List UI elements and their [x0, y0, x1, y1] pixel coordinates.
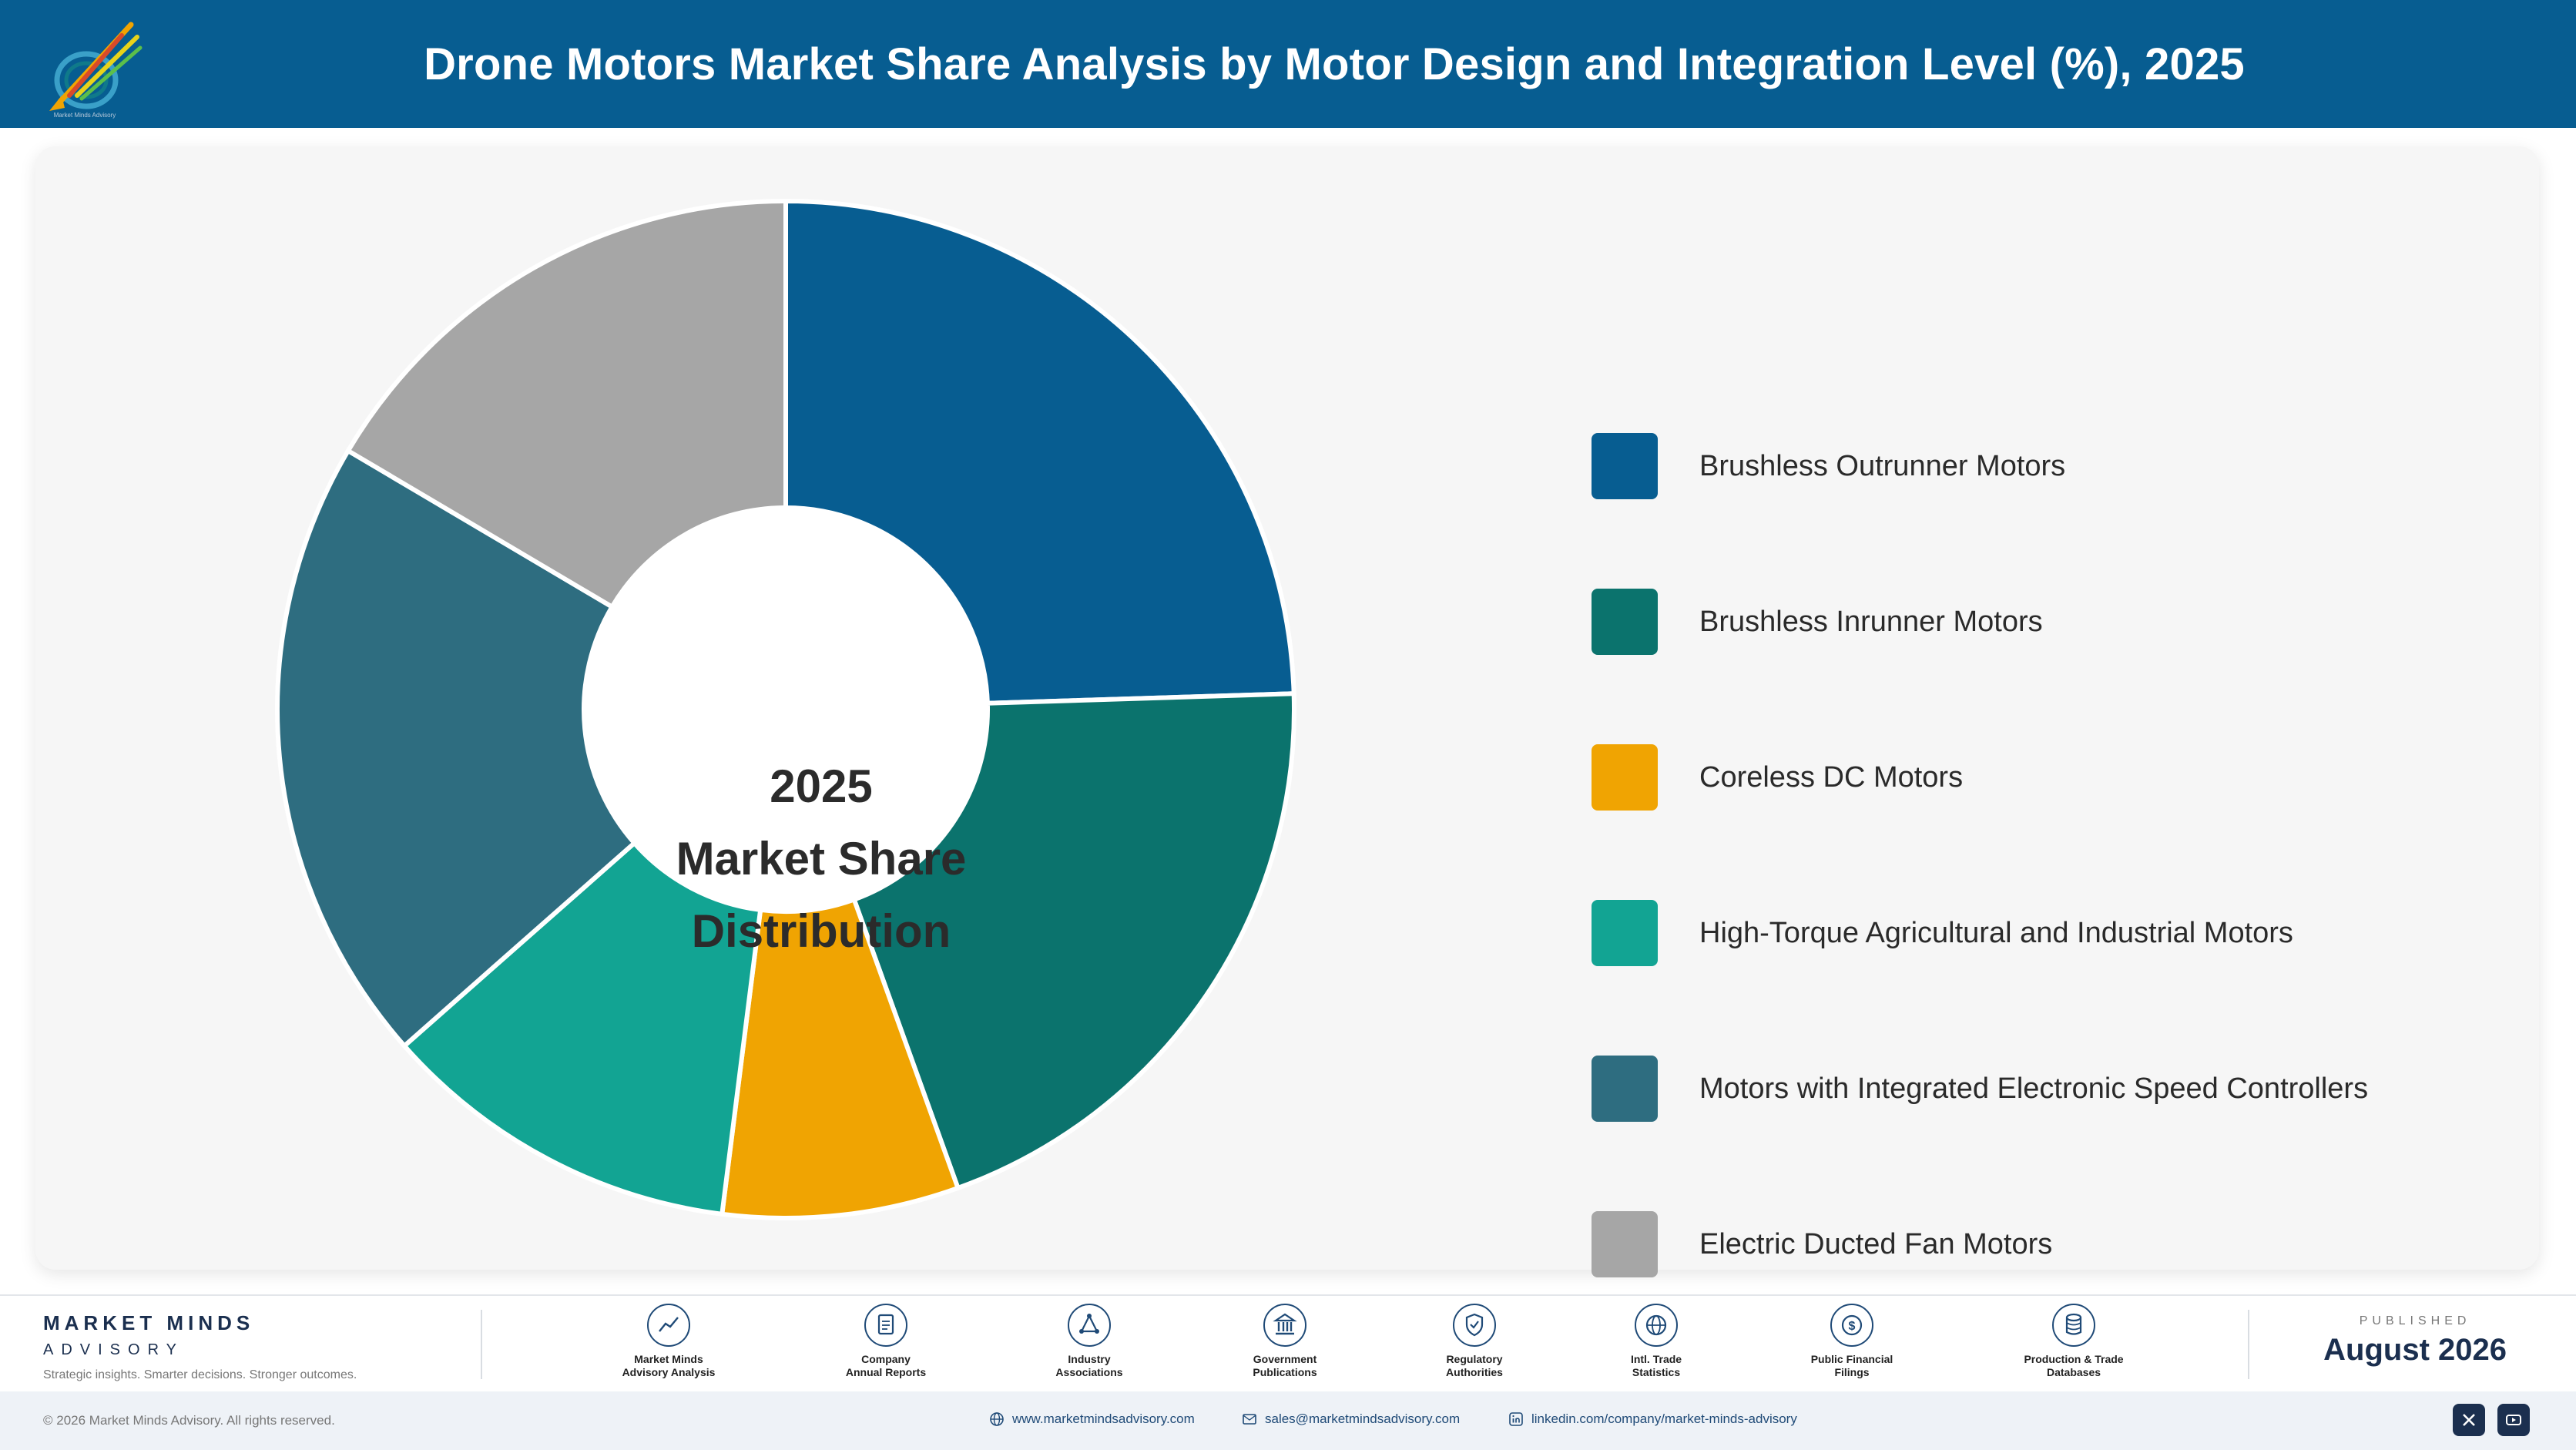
source-label: Production & Trade Databases — [1989, 1353, 2158, 1379]
legend-swatch — [1592, 1211, 1658, 1277]
legend-label: Motors with Integrated Electronic Speed … — [1699, 1072, 2369, 1105]
source-label-line: Industry — [1068, 1353, 1111, 1365]
legend-item: High-Torque Agricultural and Industrial … — [1592, 900, 2516, 966]
company-logo: Market Minds Advisory — [49, 22, 143, 119]
published-block: PUBLISHED August 2026 — [2323, 1314, 2507, 1368]
footer-brand: MARKET MINDS ADVISORY Strategic insights… — [43, 1311, 357, 1382]
legend-swatch — [1592, 433, 1658, 499]
source-label: Government Publications — [1200, 1353, 1370, 1379]
source-label-line: Public Financial — [1810, 1353, 1893, 1365]
brand-name: MARKET MINDS — [43, 1311, 255, 1334]
globe-icon — [1635, 1304, 1678, 1347]
network-icon — [1068, 1304, 1111, 1347]
source-label-line: Market Minds — [634, 1353, 703, 1365]
footer: MARKET MINDS ADVISORY Strategic insights… — [0, 1294, 2576, 1391]
source-label-line: Publications — [1253, 1366, 1317, 1378]
source-label-line: Government — [1253, 1353, 1317, 1365]
center-label-year: 2025 — [770, 760, 873, 812]
source-label-line: Intl. Trade — [1630, 1353, 1682, 1365]
chart-card: 2025 Market Share Distribution Brushless… — [35, 146, 2539, 1277]
legend-swatch — [1592, 1056, 1658, 1122]
source-label: Market Minds Advisory Analysis — [584, 1353, 753, 1379]
linkedin-link[interactable]: linkedin.com/company/market-minds-adviso… — [1508, 1411, 1797, 1427]
dollar-circle-icon: $ — [1830, 1304, 1873, 1347]
center-label-line2: Market Share — [676, 833, 967, 884]
document-icon — [864, 1304, 907, 1347]
legend-swatch — [1592, 589, 1658, 655]
email-text: sales@marketmindsadvisory.com — [1265, 1411, 1461, 1426]
donut-hole — [584, 508, 988, 911]
source-label-line: Statistics — [1632, 1366, 1681, 1378]
center-label-line3: Distribution — [691, 905, 951, 957]
legend-label: Coreless DC Motors — [1699, 760, 1964, 794]
source-label-line: Annual Reports — [845, 1366, 927, 1378]
legend-swatch — [1592, 900, 1658, 966]
legend-label: High-Torque Agricultural and Industrial … — [1699, 916, 2293, 949]
linkedin-text: linkedin.com/company/market-minds-adviso… — [1531, 1411, 1797, 1426]
source-label: Industry Associations — [1005, 1353, 1174, 1379]
source-label-line: Associations — [1055, 1366, 1123, 1378]
legend-item: Motors with Integrated Electronic Speed … — [1592, 1056, 2516, 1122]
page-title: Drone Motors Market Share Analysis by Mo… — [424, 39, 2245, 89]
source-label-line: Production & Trade — [2024, 1353, 2124, 1365]
bottom-bar: © 2026 Market Minds Advisory. All rights… — [0, 1391, 2576, 1450]
source-label: Company Annual Reports — [801, 1353, 971, 1379]
legend-item: Brushless Inrunner Motors — [1592, 589, 2516, 655]
source-label-line: Filings — [1834, 1366, 1870, 1378]
source-label-line: Advisory Analysis — [622, 1366, 716, 1378]
published-label: PUBLISHED — [2359, 1314, 2471, 1327]
source-label: Public Financial Filings — [1767, 1353, 1937, 1379]
source-item: Government Publications — [1200, 1304, 1370, 1379]
government-building-icon — [1263, 1304, 1306, 1347]
shield-check-icon — [1453, 1304, 1496, 1347]
divider — [2248, 1310, 2249, 1379]
svg-text:Market Minds Advisory: Market Minds Advisory — [54, 112, 116, 119]
donut-chart — [275, 198, 1296, 1221]
linkedin-icon — [1509, 1412, 1523, 1426]
published-date: August 2026 — [2323, 1333, 2507, 1367]
legend-label: Brushless Inrunner Motors — [1699, 605, 2043, 638]
website-link[interactable]: www.marketmindsadvisory.com — [989, 1411, 1195, 1427]
legend-item: Electric Ducted Fan Motors — [1592, 1211, 2516, 1277]
brand-tagline: Strategic insights. Smarter decisions. S… — [43, 1368, 357, 1381]
donut-center-label: 2025 Market Share Distribution — [629, 755, 1014, 963]
source-item: Industry Associations — [1005, 1304, 1174, 1379]
source-item: Company Annual Reports — [801, 1304, 971, 1379]
legend-swatch — [1592, 744, 1658, 811]
copyright: © 2026 Market Minds Advisory. All rights… — [43, 1413, 335, 1428]
x-social-button[interactable] — [2453, 1404, 2485, 1436]
database-icon — [2052, 1304, 2095, 1347]
source-label-line: Company — [861, 1353, 911, 1365]
email-link[interactable]: sales@marketmindsadvisory.com — [1242, 1411, 1460, 1427]
divider — [481, 1310, 482, 1379]
brand-sub: ADVISORY — [43, 1341, 184, 1358]
source-label: Intl. Trade Statistics — [1571, 1353, 1741, 1379]
legend-item: Coreless DC Motors — [1592, 744, 2516, 811]
globe-icon — [990, 1412, 1004, 1426]
source-label-line: Regulatory — [1446, 1353, 1503, 1365]
source-item: Regulatory Authorities — [1390, 1304, 1559, 1379]
legend-label: Brushless Outrunner Motors — [1699, 449, 2066, 482]
youtube-icon — [2506, 1415, 2521, 1425]
source-label-line: Databases — [2046, 1366, 2101, 1378]
mail-icon — [1243, 1414, 1256, 1425]
x-logo-icon — [2463, 1414, 2475, 1426]
legend-item: Brushless Outrunner Motors — [1592, 433, 2516, 499]
legend-label: Electric Ducted Fan Motors — [1699, 1227, 2053, 1260]
svg-text:$: $ — [1849, 1320, 1856, 1333]
source-label-line: Authorities — [1446, 1366, 1503, 1378]
source-item: Market Minds Advisory Analysis — [584, 1304, 753, 1379]
source-item: Intl. Trade Statistics — [1571, 1304, 1741, 1379]
website-text: www.marketmindsadvisory.com — [1012, 1411, 1195, 1426]
source-item: $ Public Financial Filings — [1767, 1304, 1937, 1379]
chart-line-icon — [647, 1304, 690, 1347]
youtube-social-button[interactable] — [2497, 1404, 2530, 1436]
header-bar: Market Minds Advisory Drone Motors Marke… — [0, 0, 2576, 128]
source-label: Regulatory Authorities — [1390, 1353, 1559, 1379]
source-item: Production & Trade Databases — [1989, 1304, 2158, 1379]
